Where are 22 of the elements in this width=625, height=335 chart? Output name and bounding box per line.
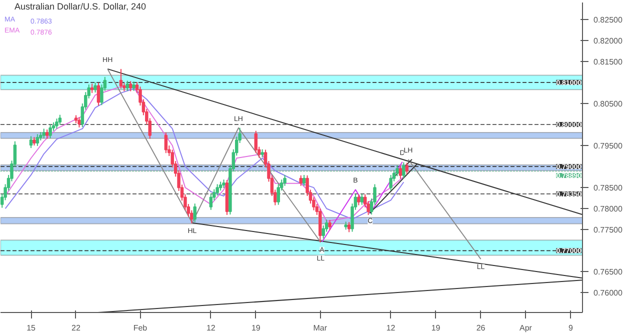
y-tick-label: 0.81500	[594, 57, 623, 66]
y-tick-label: 0.78000	[594, 204, 623, 214]
y-tick-label: 0.82000	[594, 36, 623, 46]
x-tick-label: 12	[386, 324, 396, 332]
x-tick-label: 12	[206, 324, 216, 332]
x-tick-label: 22	[72, 324, 81, 332]
x-tick-label: Feb	[133, 324, 148, 332]
x-tick-label: 15	[26, 324, 36, 332]
y-tick-label: 0.78500	[594, 184, 623, 193]
y-tick-label: 0.76500	[594, 268, 623, 277]
y-tick-label: 0.79500	[594, 142, 623, 151]
x-tick-label: 19	[251, 324, 261, 332]
x-tick-label: Mar	[313, 324, 328, 332]
y-tick-label: 0.82500	[594, 15, 623, 24]
x-tick-label: 26	[476, 324, 486, 332]
y-tick-label: 0.77500	[594, 226, 623, 235]
x-tick-label: 19	[431, 324, 441, 332]
y-tick-label: 0.80500	[594, 99, 623, 108]
x-tick-label: Apr	[520, 324, 532, 332]
y-tick-label: 0.76000	[594, 288, 623, 298]
x-tick-label: 9	[568, 324, 574, 332]
chart-title: Australian Dollar/U.S. Dollar, 240	[14, 2, 146, 12]
